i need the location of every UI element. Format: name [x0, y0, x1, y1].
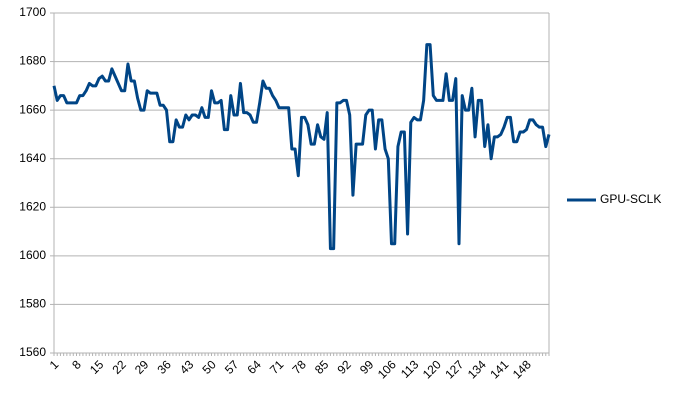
y-tick-label: 1580	[19, 297, 46, 311]
x-tick-label: 29	[132, 357, 152, 377]
x-tick-label: 148	[510, 357, 534, 381]
x-tick-label: 92	[335, 357, 355, 377]
y-tick-label: 1700	[19, 5, 46, 19]
y-tick-label: 1600	[19, 248, 46, 262]
x-tick-label: 78	[290, 357, 310, 377]
y-tick-label: 1640	[19, 151, 46, 165]
x-tick-label: 85	[312, 357, 332, 377]
y-tick-label: 1620	[19, 199, 46, 213]
x-tick-label: 36	[155, 357, 175, 377]
x-tick-label: 134	[465, 357, 489, 381]
x-tick-label: 113	[398, 357, 422, 381]
x-tick-label: 127	[442, 357, 466, 381]
x-tick-label: 99	[357, 357, 377, 377]
y-tick-label: 1680	[19, 54, 46, 68]
y-tick-label: 1660	[19, 102, 46, 116]
x-tick-label: 106	[375, 357, 399, 381]
x-tick-label: 71	[267, 357, 287, 377]
x-tick-label: 15	[87, 357, 107, 377]
legend-label: GPU-SCLK	[600, 192, 661, 206]
data-line	[52, 43, 551, 251]
x-tick-label: 22	[110, 357, 130, 377]
x-tick-label: 57	[222, 357, 242, 377]
x-tick-label: 120	[420, 357, 444, 381]
x-tick-label: 50	[200, 357, 220, 377]
x-tick-label: 64	[245, 357, 265, 377]
x-tick-label: 43	[177, 357, 197, 377]
x-tick-label: 8	[69, 357, 84, 372]
x-tick-label: 1	[47, 357, 62, 372]
y-tick-label: 1560	[19, 345, 46, 359]
x-tick-label: 141	[487, 357, 511, 381]
